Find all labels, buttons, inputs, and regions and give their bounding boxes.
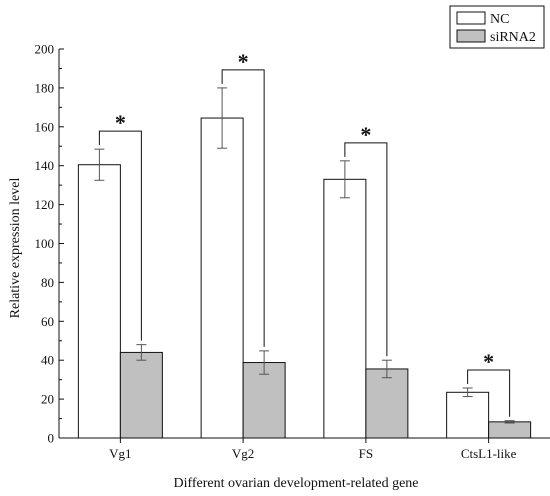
y-tick-label: 60 bbox=[41, 314, 54, 329]
legend-label-nc: NC bbox=[490, 12, 509, 27]
significance-marker: * bbox=[360, 122, 371, 147]
plot-area: 0 20 40 60 80 100 120 140 160 180 200 Vg1 Vg2 FS CtsL1… bbox=[35, 42, 550, 461]
bar-sirna2-vg2 bbox=[242, 362, 286, 439]
y-tick-label: 120 bbox=[35, 197, 55, 212]
significance-bracket bbox=[467, 369, 511, 417]
y-tick-label: 160 bbox=[35, 119, 55, 134]
legend-label-sirna2: siRNA2 bbox=[490, 30, 536, 45]
y-tick-label: 20 bbox=[41, 392, 54, 407]
y-tick-label: 200 bbox=[35, 42, 55, 57]
significance-marker: * bbox=[115, 110, 126, 135]
y-tick-label: 100 bbox=[35, 236, 55, 251]
significance-bracket bbox=[98, 130, 142, 341]
significance-marker: * bbox=[483, 349, 494, 374]
y-axis-label: Relative expression level bbox=[8, 178, 23, 319]
x-tick-label: Vg2 bbox=[232, 446, 254, 461]
legend-swatch-nc bbox=[456, 11, 486, 25]
legend-swatch-sirna2 bbox=[456, 29, 486, 43]
y-tick-label: 180 bbox=[35, 80, 55, 95]
x-tick-label: CtsL1-like bbox=[461, 446, 517, 461]
significance-bracket bbox=[344, 142, 388, 357]
significance-marker: * bbox=[238, 49, 249, 74]
y-tick-label: 0 bbox=[48, 431, 55, 446]
bar-sirna2-fs bbox=[365, 368, 409, 439]
bar-nc-ctsl1-like bbox=[446, 391, 490, 439]
y-tick-label: 40 bbox=[41, 353, 54, 368]
x-tick-label: FS bbox=[359, 446, 373, 461]
bar-nc-vg2 bbox=[200, 117, 244, 439]
x-tick-label: Vg1 bbox=[109, 446, 131, 461]
bar-nc-vg1 bbox=[77, 164, 121, 439]
x-axis-label: Different ovarian development-related ge… bbox=[173, 476, 418, 491]
bar-nc-fs bbox=[323, 178, 367, 439]
bar-sirna2-vg1 bbox=[119, 351, 163, 439]
y-tick-label: 80 bbox=[41, 275, 54, 290]
significance-bracket bbox=[221, 69, 265, 347]
bar-sirna2-ctsl1-like bbox=[488, 421, 532, 439]
y-tick-label: 140 bbox=[35, 158, 55, 173]
legend: NC siRNA2 bbox=[449, 5, 545, 49]
